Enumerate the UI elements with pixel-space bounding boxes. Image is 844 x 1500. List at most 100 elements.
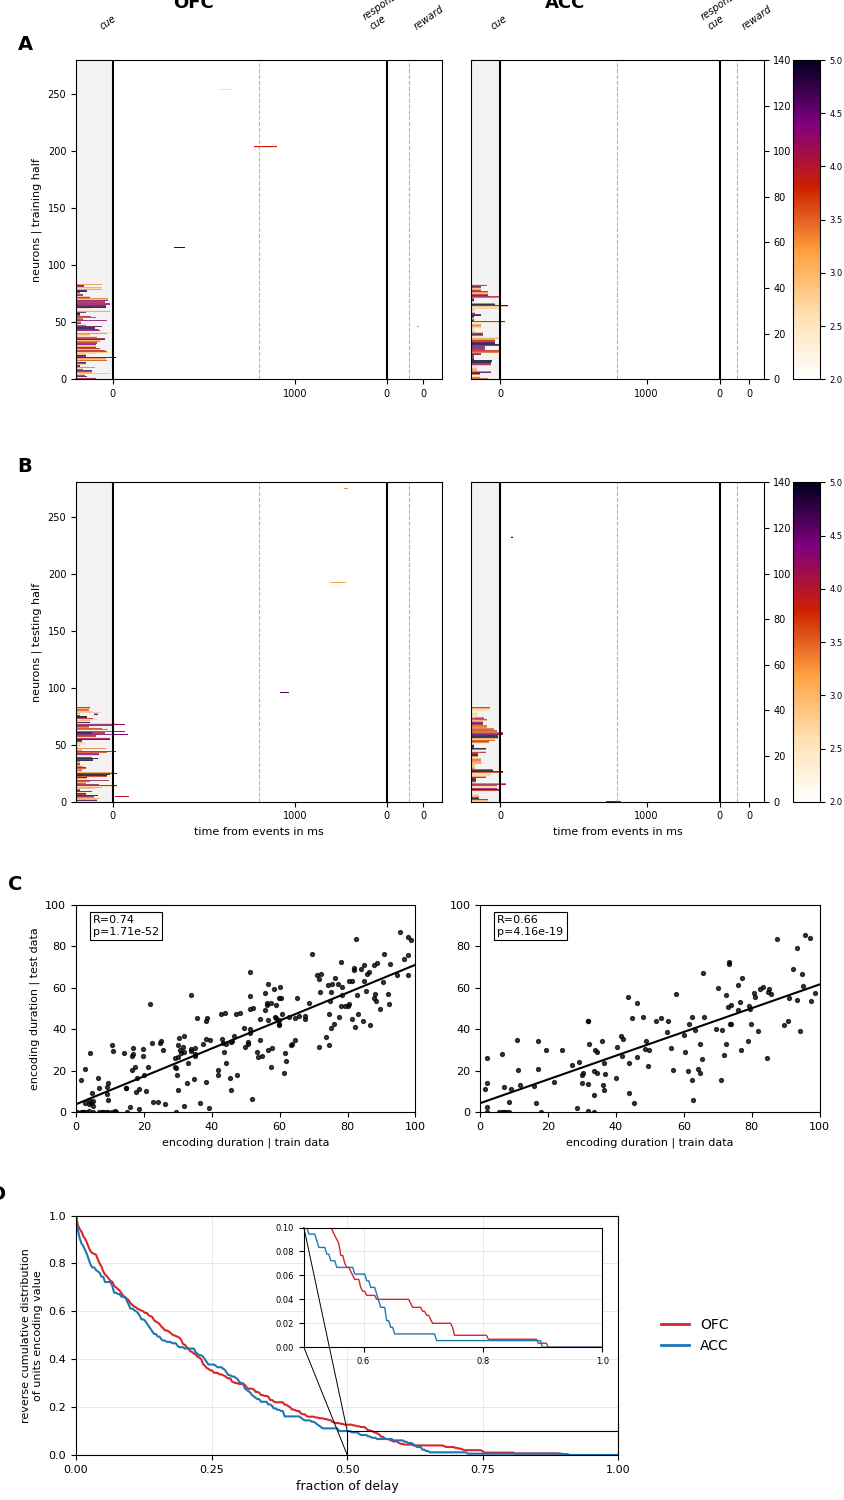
ACC: [613, 1446, 623, 1464]
Point: [125, 1044, 138, 1068]
Point: [139, 1078, 153, 1102]
Point: [301, 992, 315, 1016]
Point: [92, 1076, 106, 1100]
Point: [121, 1101, 134, 1125]
Point: [215, 1026, 229, 1050]
Point: [586, 1059, 599, 1083]
Text: R=0.74
p=1.71e-52: R=0.74 p=1.71e-52: [93, 915, 159, 938]
Point: [298, 1008, 311, 1032]
Point: [151, 1090, 165, 1114]
Point: [684, 1068, 697, 1092]
Point: [498, 1101, 511, 1125]
Point: [586, 1083, 599, 1107]
Point: [680, 1059, 694, 1083]
Point: [100, 1083, 113, 1107]
Point: [263, 1054, 277, 1078]
Point: [580, 1071, 593, 1095]
Point: [596, 1072, 609, 1096]
Point: [258, 998, 272, 1022]
Point: [719, 982, 733, 1006]
Point: [169, 1056, 182, 1080]
OFC: [564, 1446, 574, 1464]
Point: [780, 1010, 793, 1034]
Point: [79, 1101, 93, 1125]
Y-axis label: neurons | training half: neurons | training half: [31, 158, 42, 282]
Point: [582, 1032, 595, 1056]
Point: [184, 984, 197, 1008]
Point: [597, 1052, 610, 1076]
Point: [732, 990, 745, 1014]
Point: [350, 1002, 364, 1026]
X-axis label: time from events in ms: time from events in ms: [552, 827, 681, 837]
Point: [321, 974, 334, 998]
Point: [181, 1050, 195, 1074]
Point: [575, 1064, 588, 1088]
Point: [324, 1016, 338, 1040]
Point: [570, 1095, 583, 1119]
Point: [230, 1064, 244, 1088]
Point: [641, 1053, 654, 1077]
Point: [347, 958, 360, 982]
Point: [770, 927, 783, 951]
Point: [312, 968, 326, 992]
Point: [724, 1013, 738, 1036]
Point: [172, 1026, 186, 1050]
Point: [272, 986, 285, 1010]
Point: [265, 1035, 279, 1059]
Line: OFC: OFC: [76, 1215, 618, 1455]
Point: [615, 1026, 629, 1050]
Point: [251, 1046, 264, 1070]
Point: [660, 1008, 674, 1032]
Point: [188, 1036, 202, 1060]
Line: ACC: ACC: [76, 1215, 618, 1455]
Bar: [471, 60, 500, 380]
Point: [200, 1007, 214, 1031]
Point: [106, 1034, 119, 1058]
Point: [171, 1077, 185, 1101]
Point: [587, 1038, 601, 1062]
OFC: [562, 1444, 572, 1462]
Point: [564, 1053, 577, 1077]
Point: [258, 981, 272, 1005]
Point: [802, 927, 815, 951]
Point: [325, 972, 338, 996]
Point: [142, 1054, 155, 1078]
Point: [108, 1100, 122, 1124]
Bar: [347, 1431, 618, 1455]
Point: [345, 969, 359, 993]
Point: [237, 1016, 251, 1040]
X-axis label: encoding duration | train data: encoding duration | train data: [162, 1137, 329, 1148]
X-axis label: encoding duration | train data: encoding duration | train data: [565, 1137, 733, 1148]
Point: [334, 950, 348, 974]
Point: [609, 1035, 623, 1059]
Point: [224, 1029, 237, 1053]
Point: [198, 1010, 212, 1034]
Point: [529, 1090, 543, 1114]
Point: [733, 1038, 747, 1062]
OFC: [403, 1436, 413, 1454]
Point: [512, 1072, 526, 1096]
Point: [534, 1101, 548, 1125]
Point: [99, 1101, 112, 1125]
Point: [401, 963, 414, 987]
Point: [717, 1042, 730, 1066]
Point: [479, 1101, 493, 1125]
Point: [636, 1005, 649, 1029]
Point: [146, 1090, 160, 1114]
Point: [685, 1088, 699, 1112]
Point: [808, 981, 821, 1005]
Point: [497, 1076, 511, 1100]
Point: [397, 946, 410, 970]
Point: [360, 962, 373, 986]
Point: [373, 998, 387, 1022]
Point: [243, 998, 257, 1022]
Point: [609, 1065, 622, 1089]
Point: [273, 986, 287, 1010]
Point: [314, 962, 327, 986]
Point: [177, 1094, 191, 1118]
Point: [132, 1096, 145, 1120]
Point: [91, 1066, 105, 1090]
Point: [630, 990, 643, 1014]
Point: [614, 1023, 627, 1047]
Point: [338, 994, 351, 1018]
